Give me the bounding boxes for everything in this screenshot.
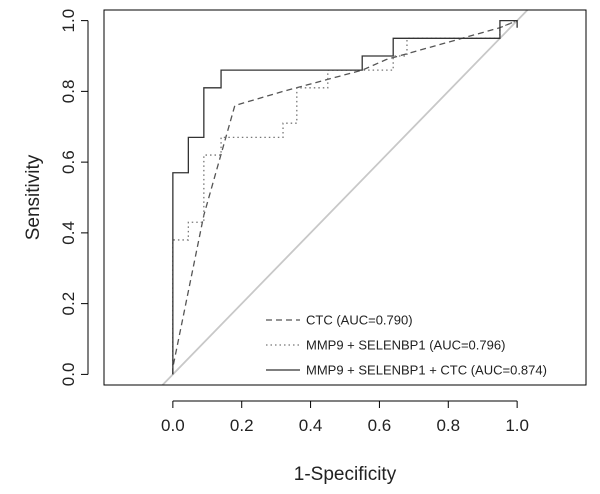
x-tick-label: 0.6 [368, 416, 392, 435]
legend-label: CTC (AUC=0.790) [306, 313, 413, 328]
legend-label: MMP9 + SELENBP1 (AUC=0.796) [306, 338, 505, 353]
y-axis: 0.0 0.2 0.4 0.6 0.8 1.0 [59, 9, 89, 387]
y-axis-label: Sensitivity [23, 154, 44, 240]
x-tick-label: 0.8 [436, 416, 460, 435]
roc-curve-solid [172, 19, 518, 375]
x-axis: 0.0 0.2 0.4 0.6 0.8 1.0 [161, 400, 529, 435]
legend-label: MMP9 + SELENBP1 + CTC (AUC=0.874) [306, 363, 547, 378]
series-layer [172, 19, 518, 375]
plot-frame [103, 9, 587, 386]
y-tick-label: 0.0 [59, 363, 78, 387]
reference-layer [161, 9, 529, 386]
legend: CTC (AUC=0.790) MMP9 + SELENBP1 (AUC=0.79… [266, 313, 547, 378]
y-tick-label: 0.2 [59, 292, 78, 316]
x-tick-label: 0.2 [230, 416, 254, 435]
y-tick-label: 1.0 [59, 9, 78, 33]
reference-diagonal-line [161, 9, 529, 386]
x-tick-label: 0.0 [161, 416, 185, 435]
x-tick-label: 0.4 [299, 416, 323, 435]
roc-curve-dotted [172, 20, 518, 375]
x-axis-label: 1-Specificity [294, 464, 397, 485]
y-tick-label: 0.8 [59, 80, 78, 104]
x-tick-label: 1.0 [505, 416, 529, 435]
y-tick-label: 0.6 [59, 150, 78, 174]
y-tick-label: 0.4 [59, 221, 78, 245]
